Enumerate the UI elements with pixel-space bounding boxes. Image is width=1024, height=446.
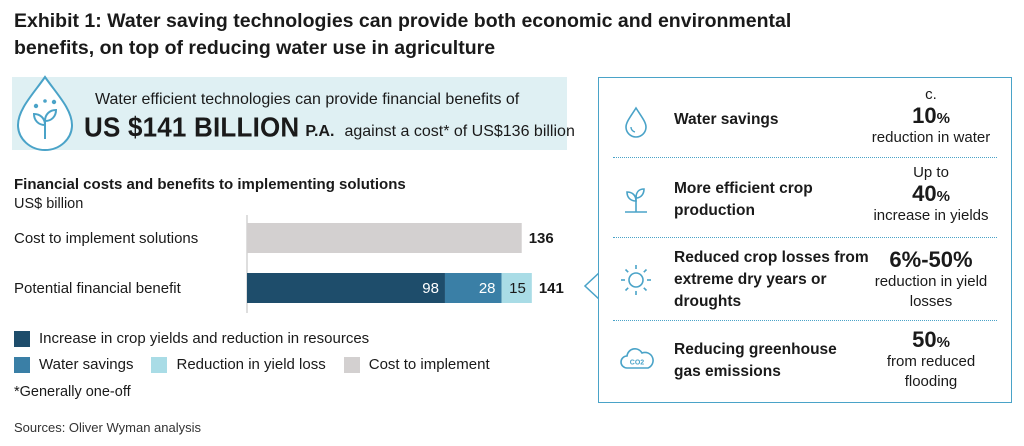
- legend-label-water: Water savings: [39, 356, 134, 373]
- legend-swatch-yield-loss: [151, 356, 168, 373]
- benefit-row: Reduced crop losses from extreme dry yea…: [599, 238, 1011, 320]
- legend-item: Increase in crop yields and reduction in…: [14, 330, 369, 347]
- stat-unit: %: [936, 110, 950, 127]
- banner-intro: Water efficient technologies can provide…: [95, 91, 520, 108]
- water-drop-plant-icon: [16, 75, 74, 151]
- stat-value: 10: [912, 103, 937, 128]
- benefits-panel: Water savings c. 10% reduction in water …: [598, 77, 1012, 403]
- legend-item: Reduction in yield loss: [151, 356, 326, 373]
- legend-row-1: Increase in crop yields and reduction in…: [14, 330, 387, 347]
- row-divider: [613, 237, 997, 238]
- stat-value: 40: [912, 181, 937, 206]
- co2-cloud-icon: CO2: [620, 348, 654, 369]
- bar-chart: Cost to implement solutions 136 Potential …: [14, 215, 564, 313]
- benefit-stat: Up to 40% increase in yields: [851, 164, 1011, 226]
- chart-unit: US$ billion: [14, 196, 84, 212]
- stat-prefix: c.: [925, 86, 937, 103]
- benefit-row: More efficient crop production Up to 40%…: [599, 158, 1011, 237]
- benefit-row: CO2 Reducing greenhouse gas emissions 50…: [599, 321, 1011, 403]
- stat-value: 50: [912, 327, 937, 352]
- legend-label-yield-loss: Reduction in yield loss: [176, 356, 326, 373]
- bar-total-label: 141: [539, 280, 564, 297]
- stat-value: 6%-50%: [889, 247, 973, 272]
- bar-total-label: 136: [529, 230, 554, 247]
- bar-segment: [444, 273, 502, 303]
- benefit-label: Reducing greenhouse gas emissions: [674, 341, 837, 380]
- legend-row-2: Water savings Reduction in yield loss Co…: [14, 356, 508, 373]
- legend-swatch-cost: [343, 356, 360, 373]
- stat-description: increase in yields: [873, 207, 989, 224]
- legend-label-crop: Increase in crop yields and reduction in…: [39, 330, 370, 347]
- chart-title: Financial costs and benefits to implemen…: [14, 176, 406, 193]
- summary-banner: Water efficient technologies can provide…: [12, 75, 575, 151]
- legend-label-cost: Cost to implement: [368, 356, 490, 373]
- legend-swatch-water: [14, 356, 30, 373]
- benefit-label: Water savings: [674, 111, 779, 128]
- banner-amount-line: US $141 BILLION P.A. against a cost* of …: [84, 111, 575, 143]
- category-label: Potential financial benefit: [14, 280, 182, 297]
- segment-value-label: 15: [509, 280, 526, 297]
- row-divider: [613, 157, 997, 158]
- banner-cost: against a cost* of US$136 billion: [344, 123, 575, 140]
- benefit-row: Water savings c. 10% reduction in water: [599, 78, 1011, 157]
- legend-item: Water savings: [14, 356, 133, 373]
- stat-description: reduction in water: [871, 129, 991, 146]
- benefit-stat: c. 10% reduction in water: [851, 86, 1011, 148]
- exhibit-title: Exhibit 1: Water saving technologies can…: [14, 10, 792, 59]
- banner-amount: US $141 BILLION: [84, 111, 300, 143]
- banner-pa: P.A.: [305, 123, 335, 140]
- benefit-stat: 50% from reduced flooding: [851, 328, 1011, 392]
- legend-item: Cost to implement: [343, 356, 490, 373]
- bar-segment: [501, 273, 532, 303]
- footnote: *Generally one-off: [14, 384, 131, 400]
- stat-description: from reduced flooding: [886, 353, 976, 390]
- bar-segment: [247, 273, 445, 303]
- legend-swatch-crop: [14, 330, 30, 347]
- bar-segment: [247, 223, 522, 253]
- stat-description: reduction in yield losses: [874, 273, 988, 310]
- segment-value-label: 28: [479, 280, 496, 297]
- stat-unit: %: [936, 334, 950, 351]
- sources: Sources: Oliver Wyman analysis: [14, 420, 201, 435]
- stat-unit: %: [936, 188, 950, 205]
- water-drop-icon: [625, 106, 647, 138]
- row-divider: [613, 320, 997, 321]
- segment-value-label: 98: [422, 280, 439, 297]
- svg-text:CO2: CO2: [630, 360, 645, 367]
- benefit-label: Reduced crop losses from extreme dry yea…: [674, 249, 869, 310]
- category-label: Cost to implement solutions: [14, 230, 198, 247]
- sun-icon: [621, 265, 651, 295]
- benefit-stat: 6%-50% reduction in yield losses: [851, 248, 1011, 312]
- benefit-label: More efficient crop production: [674, 180, 813, 219]
- sprout-icon: [625, 188, 647, 213]
- stat-prefix: Up to: [913, 164, 949, 181]
